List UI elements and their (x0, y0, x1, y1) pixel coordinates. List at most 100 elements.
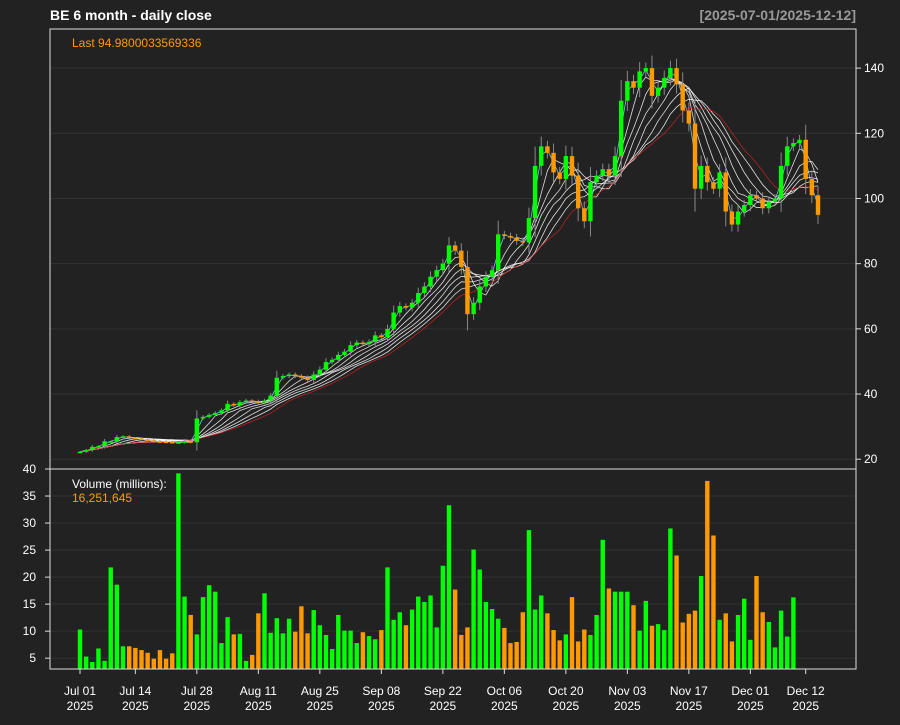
volume-bar (785, 636, 790, 669)
candle-body (680, 84, 685, 111)
candle-body (514, 237, 519, 241)
candle-body (262, 400, 267, 403)
x-tick-label: Dec 01 (731, 684, 769, 698)
x-tick-year: 2025 (183, 699, 210, 713)
candle-body (133, 438, 138, 440)
volume-bar (280, 633, 286, 669)
candle-body (698, 165, 704, 189)
candle-body (575, 175, 581, 209)
candle-body (452, 245, 458, 251)
volume-bar (219, 643, 224, 669)
candle-body (188, 441, 193, 443)
volume-bar (366, 636, 372, 669)
volume-bar (674, 555, 679, 669)
candle-body (662, 77, 667, 88)
volume-bar (176, 473, 181, 669)
volume-bar (514, 641, 519, 669)
candle-body (329, 359, 335, 363)
volume-bar (594, 614, 599, 669)
candle-body (778, 165, 784, 199)
candle-body (317, 369, 323, 375)
volume-bar (90, 661, 95, 669)
volume-bar (452, 589, 458, 669)
candle-body (139, 438, 144, 440)
volume-bar (698, 576, 704, 669)
candle-body (145, 439, 150, 441)
x-tick-year: 2025 (737, 699, 764, 713)
volume-bar (250, 654, 255, 669)
candle-body (754, 195, 759, 199)
candle-body (379, 335, 384, 337)
volume-bar (428, 595, 433, 669)
candle-body (268, 395, 273, 401)
candle-body (674, 68, 679, 85)
volume-bar (409, 609, 415, 669)
candle-body (206, 414, 212, 417)
x-tick-label: Jul 01 (64, 684, 96, 698)
volume-bar (631, 605, 636, 669)
volume-bar (237, 633, 243, 669)
candle-body (311, 374, 316, 381)
volume-bar (772, 647, 778, 669)
candle-body (366, 341, 372, 345)
candle-body (446, 245, 452, 264)
candle-body (422, 286, 427, 293)
volume-bar (662, 630, 667, 669)
candle-body (502, 234, 507, 236)
candle-body (600, 169, 605, 176)
candle-body (243, 400, 249, 403)
candle-body (256, 401, 261, 403)
candle-body (90, 446, 95, 451)
volume-bar (182, 596, 187, 669)
candle-body (483, 276, 489, 287)
x-tick-label: Oct 20 (548, 684, 584, 698)
candle-body (655, 87, 661, 96)
candle-body (305, 377, 310, 381)
candle-body (477, 286, 482, 303)
price-candles (77, 55, 821, 454)
volume-bar (440, 565, 446, 669)
volume-bar (680, 622, 685, 669)
volume-tick-label: 30 (23, 516, 37, 530)
volume-bar (127, 646, 132, 669)
volume-bar (403, 625, 409, 669)
candle-body (668, 68, 673, 78)
candle-body (219, 410, 224, 413)
candle-body (120, 436, 126, 438)
volume-bar (422, 601, 427, 669)
candle-body (102, 441, 107, 447)
volume-tick-label: 35 (23, 489, 37, 503)
volume-bar (114, 584, 120, 669)
x-tick-year: 2025 (245, 699, 272, 713)
candle-body (532, 165, 538, 219)
x-tick-year: 2025 (67, 699, 94, 713)
candle-body (766, 201, 771, 209)
volume-panel-frame (49, 468, 857, 670)
volume-bar (360, 632, 366, 669)
candle-body (96, 446, 101, 448)
volume-bar (766, 621, 771, 669)
candle-body (785, 146, 790, 166)
volume-bar (317, 625, 323, 669)
candle-body (496, 234, 501, 271)
x-tick-label: Jul 28 (181, 684, 213, 698)
volume-bar (643, 600, 648, 669)
candle-body (588, 182, 593, 222)
volume-bar (170, 653, 175, 669)
volume-bar (157, 650, 163, 669)
candle-body (557, 172, 562, 179)
candle-body (625, 81, 630, 101)
candle-body (391, 312, 396, 329)
candle-body (151, 440, 156, 442)
candle-body (563, 156, 569, 179)
chart-date-range: [2025-07-01/2025-12-12] (700, 7, 856, 23)
volume-bar (686, 613, 692, 669)
candle-body (569, 156, 575, 176)
volume-label: Volume (millions): (72, 477, 167, 491)
candle-body (250, 400, 255, 403)
candle-body (163, 441, 169, 444)
candle-body (612, 156, 618, 176)
candle-body (354, 342, 359, 346)
volume-bar (225, 617, 230, 669)
